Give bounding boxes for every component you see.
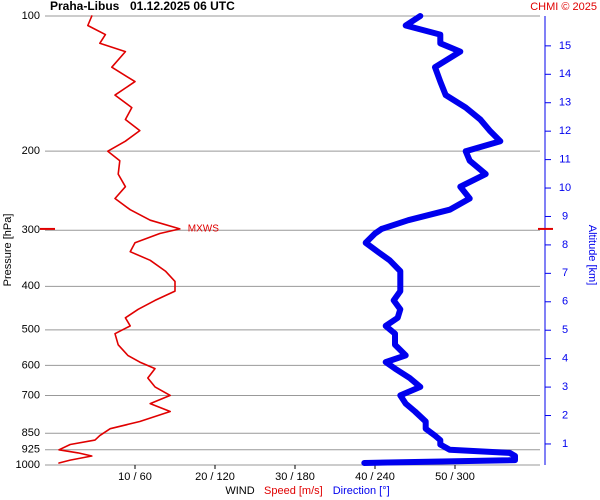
y2-tick-label: 1 <box>562 438 568 450</box>
y-tick-label: 400 <box>22 280 40 292</box>
annotation: MXWS <box>188 224 219 235</box>
x-tick-label: 10 / 60 <box>118 471 152 483</box>
y-tick-label: 850 <box>22 427 40 439</box>
y-tick-label: 200 <box>22 145 40 157</box>
x-axis-label: WIND <box>225 485 254 497</box>
y-tick-label: 300 <box>22 224 40 236</box>
x-tick-label: 20 / 120 <box>195 471 235 483</box>
y2-tick-label: 10 <box>559 182 571 194</box>
y2-tick-label: 12 <box>559 125 571 137</box>
profile-line <box>58 15 181 464</box>
legend-entry: Direction [°] <box>333 485 390 497</box>
x-tick-label: 40 / 240 <box>355 471 395 483</box>
legend-entry: Speed [m/s] <box>264 485 323 497</box>
chart-subtitle: 01.12.2025 06 UTC <box>130 0 235 13</box>
x-tick-label: 30 / 180 <box>275 471 315 483</box>
profile-line <box>361 13 518 466</box>
y2-tick-label: 11 <box>559 154 570 166</box>
y2-tick-label: 13 <box>559 97 571 109</box>
y2-tick-label: 5 <box>562 324 568 336</box>
y2-axis-label: Altitude [km] <box>586 225 598 286</box>
y-tick-label: 1000 <box>16 459 40 471</box>
y2-tick-label: 9 <box>562 210 568 222</box>
y2-tick-label: 15 <box>559 40 571 52</box>
y2-tick-label: 3 <box>562 381 568 393</box>
y2-tick-label: 8 <box>562 239 568 251</box>
y-axis-label: Pressure [hPa] <box>2 214 14 287</box>
y-tick-label: 700 <box>22 389 40 401</box>
y2-tick-label: 6 <box>562 296 568 308</box>
x-tick-label: 50 / 300 <box>435 471 475 483</box>
y2-tick-label: 7 <box>562 267 568 279</box>
y-tick-label: 600 <box>22 359 40 371</box>
chart-title: Praha-Libus <box>50 0 120 13</box>
y2-tick-label: 4 <box>562 353 568 365</box>
y-tick-label: 100 <box>22 10 40 22</box>
y2-tick-label: 2 <box>562 409 568 421</box>
y-tick-label: 500 <box>22 324 40 336</box>
y2-tick-label: 14 <box>559 68 571 80</box>
y-tick-label: 925 <box>22 444 40 456</box>
credit: CHMI © 2025 <box>530 1 597 13</box>
